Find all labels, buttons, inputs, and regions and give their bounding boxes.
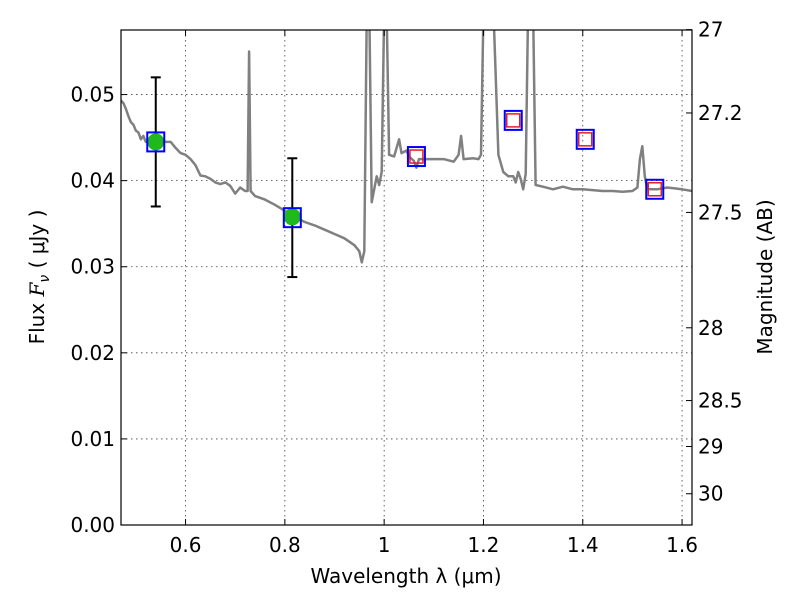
- axis-ticks: 0.6 0.8 1 1.2 1.4 1.6 0.00 0.01 0.02 0.03 0.04 0.05…: [70, 18, 742, 557]
- x-tick-label: 1.4: [567, 533, 599, 557]
- y-tick-label: 0.03: [70, 255, 115, 279]
- y-tick-label: 0.02: [70, 341, 115, 365]
- y2-tick-label: 27: [698, 18, 723, 42]
- x-axis-label: Wavelength λ (μm): [310, 564, 501, 588]
- model-point-box: [645, 178, 665, 200]
- x-tick-label: 0.6: [170, 533, 202, 557]
- x-tick-label: 1.2: [468, 533, 500, 557]
- spectrum-line: [121, 30, 692, 264]
- photometry-square: [647, 182, 663, 197]
- photometry-point: [283, 208, 301, 226]
- photometry-square: [577, 132, 593, 147]
- model-point-box: [146, 131, 166, 153]
- y2-tick-label: 27.2: [698, 101, 743, 125]
- y2-tick-label: 28.5: [698, 389, 743, 413]
- plot-area: [121, 30, 692, 525]
- y-tick-label: 0.01: [70, 427, 115, 451]
- y2-axis-label: Magnitude (AB): [753, 199, 777, 354]
- plot-frame: [120, 29, 693, 526]
- y2-tick-label: 27.5: [698, 200, 743, 224]
- data-layer: [121, 30, 692, 279]
- y-tick-label: 0.00: [70, 513, 115, 537]
- x-tick-label: 1: [378, 533, 391, 557]
- y-tick-label: 0.04: [70, 169, 115, 193]
- x-tick-label: 1.6: [666, 533, 698, 557]
- model-point-box: [503, 109, 523, 131]
- y-axis-label-var: F: [25, 281, 49, 297]
- y2-tick-label: 30: [698, 482, 723, 506]
- photometry-square: [409, 149, 424, 164]
- photometry-square: [506, 113, 521, 128]
- y2-tick-label: 28: [698, 316, 723, 340]
- x-tick-label: 0.8: [269, 533, 301, 557]
- y2-tick-label: 29: [698, 434, 723, 458]
- y-axis-label-unit: ( μJy ): [25, 210, 49, 275]
- y-tick-label: 0.05: [70, 83, 115, 107]
- y-axis-label: Flux Fν ( μJy ): [25, 210, 53, 345]
- model-point-box: [406, 146, 426, 168]
- model-point-box: [282, 207, 302, 229]
- photometry-point: [147, 133, 165, 151]
- y-axis-label-prefix: Flux: [25, 296, 49, 344]
- y-axis-label-sub: ν: [37, 275, 53, 283]
- model-point-box: [575, 128, 595, 150]
